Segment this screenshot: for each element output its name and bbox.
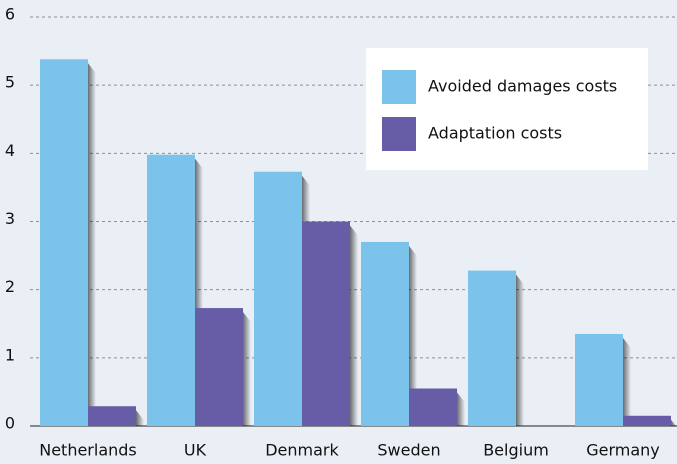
legend-swatch: [382, 70, 416, 104]
x-tick-label: Belgium: [483, 441, 549, 460]
bar: [623, 415, 671, 426]
bar-shadow: [516, 274, 524, 426]
legend-box: [366, 48, 648, 170]
bar: [88, 406, 136, 426]
bar-shadow: [350, 225, 358, 426]
bar: [409, 388, 457, 426]
bar: [147, 154, 195, 427]
y-tick-label: 5: [5, 73, 15, 92]
x-tick-label: Denmark: [265, 441, 339, 460]
bar-shadow: [457, 392, 465, 426]
bar: [195, 308, 243, 426]
legend-label: Avoided damages costs: [428, 77, 617, 96]
bars: Netherlands UK Denmark Sweden Belgium Germany: [39, 59, 677, 460]
bar: [361, 241, 409, 426]
bar-shadow: [671, 419, 677, 428]
legend-label: Adaptation costs: [428, 124, 562, 143]
x-tick-label: Netherlands: [39, 441, 137, 460]
bar-shadow: [409, 245, 417, 426]
legend-swatch: [382, 117, 416, 151]
bar-shadow: [88, 63, 96, 426]
y-tick-label: 2: [5, 277, 15, 296]
x-tick-label: UK: [184, 441, 207, 460]
bar: [302, 221, 350, 426]
bar: [254, 171, 302, 426]
y-tick-label: 3: [5, 209, 15, 228]
x-tick-label: Sweden: [377, 441, 440, 460]
bar: [40, 59, 88, 426]
bar-shadow: [243, 312, 251, 426]
bar-shadow: [136, 410, 144, 426]
x-tick-label: Germany: [586, 441, 660, 460]
y-tick-label: 6: [5, 5, 15, 24]
bar: [575, 333, 623, 426]
bar-shadow: [623, 337, 631, 426]
bar: [468, 270, 516, 426]
y-tick-label: 1: [5, 345, 15, 364]
legend: Avoided damages costs Adaptation costs: [366, 48, 648, 170]
y-tick-label: 0: [5, 414, 15, 433]
y-tick-label: 4: [5, 141, 15, 160]
